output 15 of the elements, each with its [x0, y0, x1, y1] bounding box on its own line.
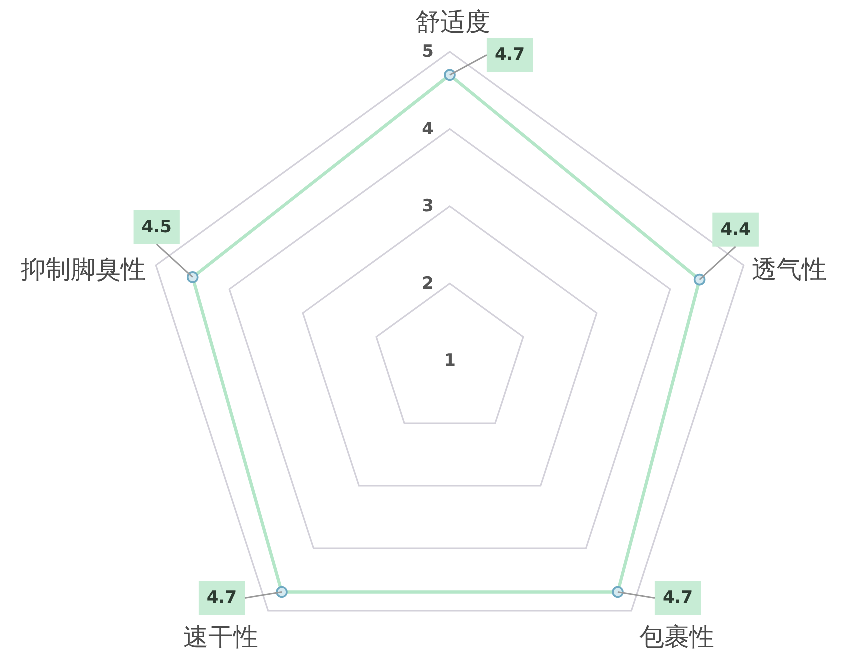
category-label: 包裹性: [640, 622, 715, 652]
category-label: 速干性: [183, 622, 258, 652]
category-label: 舒适度: [416, 8, 490, 36]
category-label: 抑制脚臭性: [21, 255, 146, 284]
tick-label: 5: [422, 42, 434, 62]
category-label: 透气性: [752, 255, 827, 284]
tick-label: 4: [422, 119, 434, 140]
data-label: 4.5: [142, 217, 172, 238]
tick-label: 2: [422, 274, 434, 294]
data-label: 4.7: [662, 588, 694, 608]
data-label: 4.7: [494, 45, 526, 66]
data-label: 4.4: [720, 220, 751, 240]
tick-label: 3: [422, 196, 434, 216]
tick-label: 1: [444, 351, 456, 371]
data-label: 4.7: [206, 588, 238, 608]
